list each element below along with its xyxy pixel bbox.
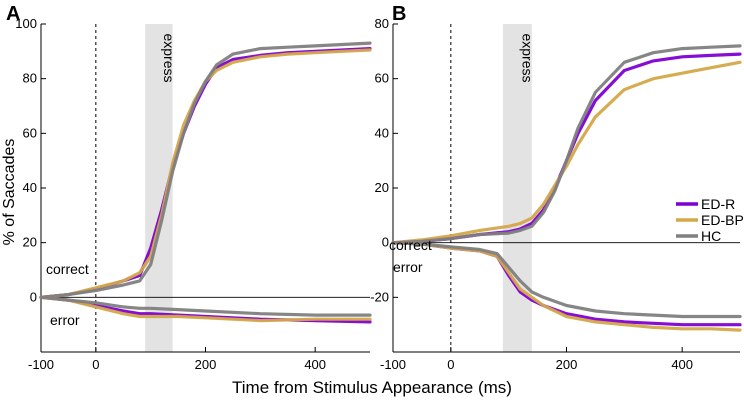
y-tick-label: 40 (375, 125, 389, 140)
y-tick-label: 0 (382, 235, 389, 250)
legend-label: HC (701, 228, 721, 244)
y-tick-label: 100 (15, 16, 37, 31)
legend-label: ED-BP (701, 212, 744, 228)
y-tick-label: 80 (23, 71, 37, 86)
express-label: express (161, 33, 177, 82)
y-tick-label: 60 (23, 125, 37, 140)
error-label: error (393, 259, 423, 275)
panel-letter-a: A (6, 3, 20, 25)
x-tick-label: 400 (304, 357, 326, 372)
series-ed-r-correct (39, 46, 372, 299)
series-ed-r-correct (391, 52, 742, 245)
y-tick-label: 60 (375, 71, 389, 86)
series-hc-correct (39, 41, 372, 299)
x-tick-label: 400 (671, 357, 693, 372)
x-tick-label: 0 (447, 357, 454, 372)
x-tick-label: 200 (195, 357, 217, 372)
y-tick-label: 80 (375, 16, 389, 31)
panel-a: express 0 20 40 60 80 100 -100 0 200 400 correct err… (15, 16, 372, 372)
panel-b: express -20 0 20 40 60 80 -100 0 200 400 correct err… (370, 16, 744, 372)
error-label: error (50, 312, 80, 328)
y-tick-label: 40 (23, 180, 37, 195)
y-tick-label: 0 (30, 289, 37, 304)
x-axis-title: Time from Stimulus Appearance (ms) (232, 378, 512, 397)
series-ed-bp-correct (391, 60, 742, 245)
x-tick-label: -100 (28, 357, 54, 372)
correct-label: correct (46, 261, 89, 277)
series-ed-bp-correct (39, 48, 372, 299)
series-hc-error (391, 241, 742, 319)
y-tick-label: 20 (375, 180, 389, 195)
y-tick-label: -20 (370, 289, 389, 304)
legend-label: ED-R (701, 196, 735, 212)
x-tick-label: 200 (556, 357, 578, 372)
y-axis-title: % of Saccades (1, 139, 18, 246)
series-hc-correct (391, 44, 742, 245)
panel-letter-b: B (392, 3, 406, 25)
express-label: express (519, 33, 535, 82)
y-tick-label: 20 (23, 235, 37, 250)
series-ed-bp-error (39, 295, 372, 323)
correct-label: correct (389, 237, 432, 253)
series-ed-r-error (391, 241, 742, 327)
x-tick-label: -100 (380, 357, 406, 372)
series-hc-error (39, 295, 372, 317)
x-tick-label: 0 (92, 357, 99, 372)
